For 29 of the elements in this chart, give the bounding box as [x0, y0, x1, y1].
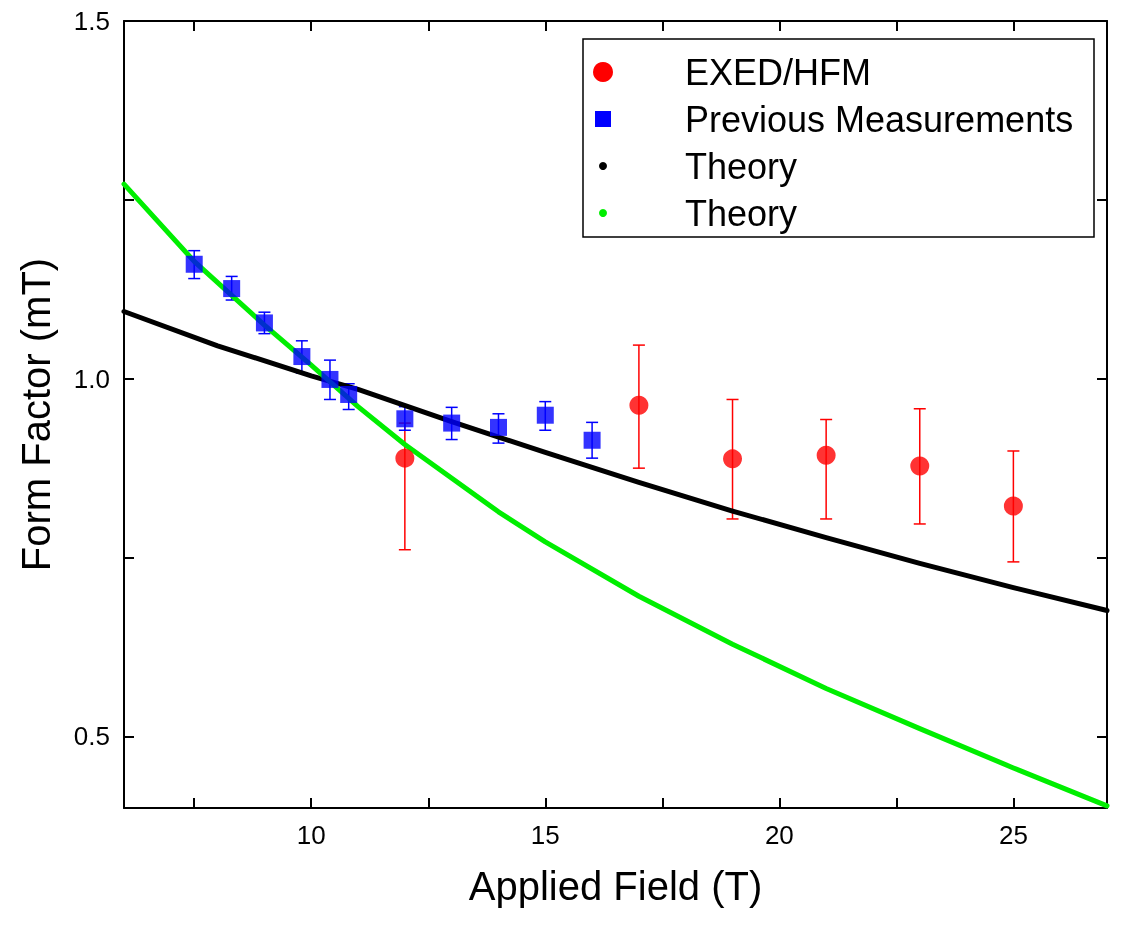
legend-label: Theory — [685, 192, 798, 234]
y-axis-title: Form Factor (mT) — [14, 257, 58, 572]
point — [1003, 496, 1023, 516]
x-tick-label: 25 — [998, 820, 1028, 850]
x-axis-title: Applied Field (T) — [468, 864, 763, 908]
point — [340, 385, 358, 403]
point — [293, 348, 311, 366]
legend-label: EXED/HFM — [685, 51, 872, 93]
point — [629, 395, 649, 415]
legend-label: Previous Measurements — [685, 98, 1074, 140]
point — [395, 448, 415, 468]
x-tick-label: 20 — [764, 820, 794, 850]
point — [723, 449, 743, 469]
point — [910, 456, 930, 476]
y-tick-label: 0.5 — [73, 721, 110, 752]
point — [185, 255, 203, 273]
point — [583, 431, 601, 449]
x-tick-label: 10 — [296, 820, 326, 850]
y-tick-label: 1.5 — [73, 6, 110, 36]
legend-label: Theory — [685, 145, 798, 187]
x-tick-label: 15 — [530, 820, 560, 850]
point — [321, 370, 339, 388]
point — [223, 280, 241, 298]
point — [489, 418, 507, 436]
point — [443, 414, 461, 432]
point — [396, 410, 414, 428]
point — [816, 445, 836, 465]
point — [536, 406, 554, 424]
y-tick-label: 1.0 — [73, 363, 110, 394]
